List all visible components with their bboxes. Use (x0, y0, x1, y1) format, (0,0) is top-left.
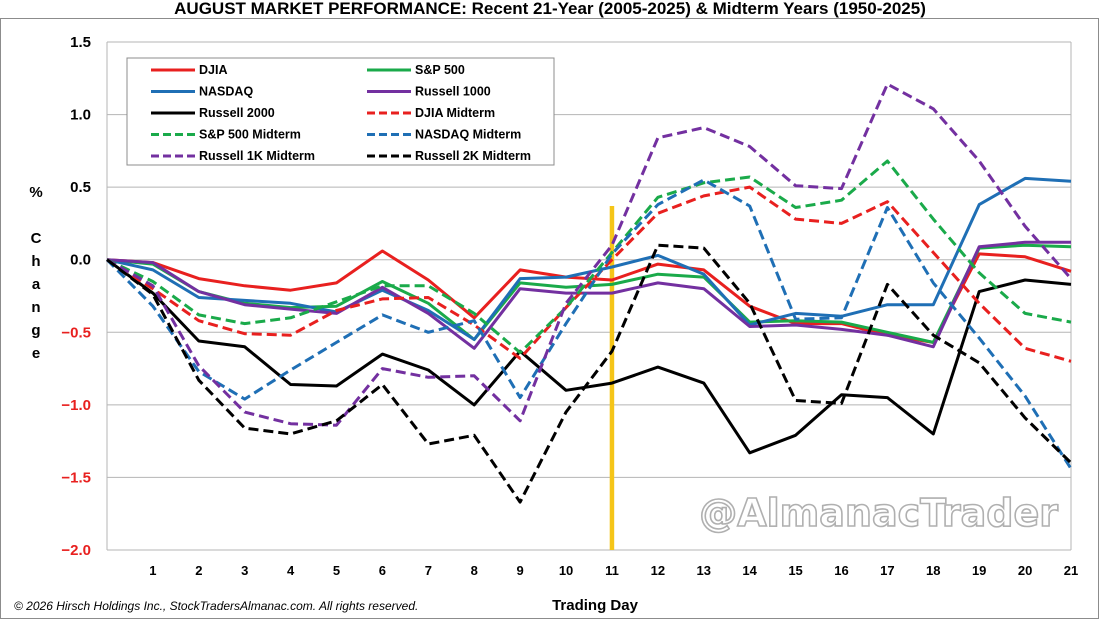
x-tick-label: 14 (742, 563, 757, 578)
legend-entry: Russell 1K Midterm (199, 149, 315, 163)
x-tick-label: 9 (517, 563, 524, 578)
x-tick-label: 2 (195, 563, 202, 578)
x-tick-label: 19 (972, 563, 986, 578)
y-tick-label: −1.5 (61, 469, 91, 486)
y-tick-label: 0.5 (70, 179, 91, 196)
y-axis-label-char: g (31, 322, 40, 339)
series-line-russell-2000 (106, 258, 1072, 455)
legend-entry: Russell 2000 (199, 106, 275, 120)
y-axis-label-char: % (29, 184, 42, 201)
y-tick-label: −1.0 (61, 397, 91, 414)
y-axis-ticks: 1.5 1.0 0.5 0.0 −0.5 −1.0 −1.5 −2.0 (61, 34, 91, 559)
legend-entry: NASDAQ (199, 85, 253, 99)
x-tick-label: 1 (149, 563, 156, 578)
x-tick-label: 11 (605, 563, 619, 578)
series-line-nasdaq-midterm (105, 178, 1073, 470)
legend-entry: DJIA (199, 63, 227, 77)
copyright-notice: © 2026 Hirsch Holdings Inc., StockTrader… (14, 599, 418, 613)
x-tick-label: 3 (241, 563, 248, 578)
legend-entry: Russell 1000 (415, 85, 491, 99)
x-tick-label: 6 (379, 563, 386, 578)
x-tick-label: 18 (926, 563, 940, 578)
legend-entry: DJIA Midterm (415, 106, 495, 120)
y-tick-label: 1.5 (70, 34, 91, 51)
y-axis-label-char: n (31, 299, 40, 316)
x-tick-label: 20 (1018, 563, 1032, 578)
legend-box (126, 57, 555, 166)
y-tick-label: 0.0 (70, 252, 91, 269)
watermark-logo: @AlmanacTrader (699, 491, 1058, 535)
x-tick-label: 4 (287, 563, 295, 578)
x-tick-label: 10 (559, 563, 573, 578)
x-tick-label: 17 (880, 563, 894, 578)
legend-entry: S&P 500 Midterm (199, 128, 301, 142)
y-tick-label: 1.0 (70, 107, 91, 124)
y-tick-label: −0.5 (61, 324, 91, 341)
x-tick-label: 8 (471, 563, 478, 578)
x-tick-label: 5 (333, 563, 340, 578)
series-line-s-p-500-midterm (106, 159, 1072, 355)
x-axis-label: Trading Day (552, 597, 639, 614)
x-tick-label: 21 (1064, 563, 1078, 578)
x-tick-label: 12 (651, 563, 665, 578)
x-tick-label: 13 (697, 563, 711, 578)
y-axis-label-char: a (32, 276, 41, 293)
series-line-russell-1k-midterm (106, 82, 1073, 427)
legend-entry: NASDAQ Midterm (415, 128, 521, 142)
x-axis-ticks: 1 2 3 4 5 6 7 8 9 10 11 12 13 14 15 16 17 18 19 20 21 (149, 563, 1078, 578)
x-tick-label: 7 (425, 563, 432, 578)
y-axis-label-char: e (32, 345, 40, 362)
x-tick-label: 16 (834, 563, 848, 578)
legend-entry: Russell 2K Midterm (415, 149, 531, 163)
y-axis-label-char: C (31, 230, 42, 247)
y-tick-label: −2.0 (61, 542, 91, 559)
series-line-russell-2k-midterm (106, 243, 1073, 504)
legend: DJIA S&P 500 NASDAQ Russell 1000 Russell 200… (126, 57, 555, 166)
legend-entry: S&P 500 (415, 63, 465, 77)
y-axis-label-char: h (31, 253, 40, 270)
x-tick-label: 15 (788, 563, 802, 578)
series-line-russell-1000 (106, 240, 1071, 350)
series-layer (105, 82, 1073, 504)
chart-title: AUGUST MARKET PERFORMANCE: Recent 21-Yea… (174, 0, 926, 18)
series-line-djia-midterm (106, 185, 1072, 363)
